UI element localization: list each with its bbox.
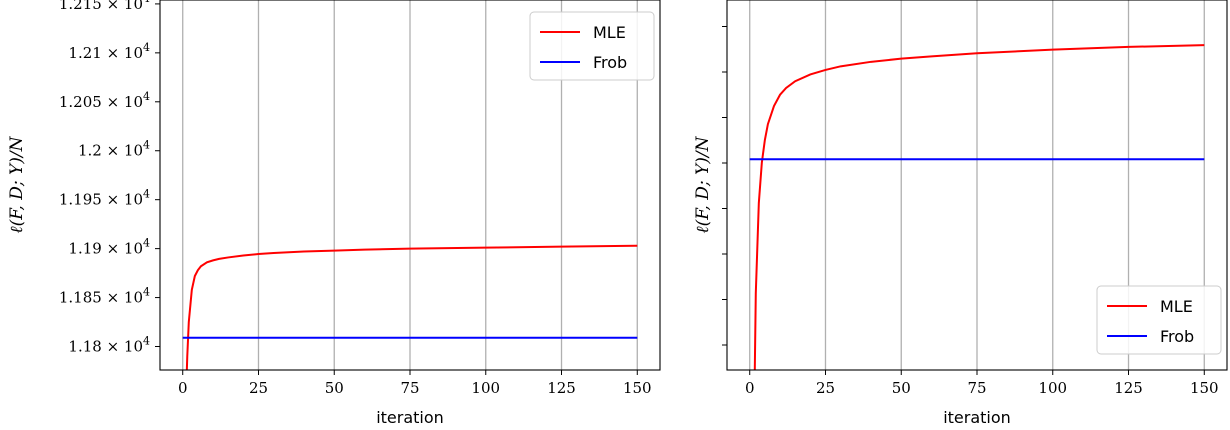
legend-label-mle: MLE [1160,297,1193,316]
series-group [749,44,1205,370]
y-axis-label: ℓ(F, D; Y)/N [7,135,27,233]
y-tick-label: 1.18 × 104 [68,335,150,356]
x-tick-label: 150 [1190,379,1219,397]
y-tick-label: 1.205 × 104 [59,90,150,111]
x-tick-label: 0 [178,379,188,397]
legend: MLE Frob [1096,285,1222,355]
x-axis-label: iteration [943,408,1011,427]
y-tick-label: 1.19 × 104 [68,237,150,258]
x-tick-label: 0 [745,379,755,397]
chart-panel-2: 0 25 50 75 100 125 150 iteration ℓ(F, D; Y)/N MLE… [693,0,1228,427]
series-line-mle [753,44,1205,370]
legend-box [529,11,655,81]
y-tick-label: 1.2 × 104 [78,139,150,160]
x-tick-label: 25 [249,379,268,397]
x-tick-label: 150 [623,379,652,397]
y-tick-label: 1.195 × 104 [59,188,150,209]
legend-label-frob: Frob [1160,327,1194,346]
series-line-mle [185,244,638,370]
legend: MLE Frob [529,11,655,81]
x-tick-label: 75 [400,379,419,397]
y-axis-label: ℓ(F, D; Y)/N [693,135,713,233]
x-tick-label: 100 [471,379,500,397]
y-tick-label: 1.185 × 104 [59,286,150,307]
x-tick-label: 100 [1038,379,1067,397]
x-axis-label: iteration [376,408,444,427]
series-group [182,244,638,370]
legend-label-frob: Frob [593,53,627,72]
chart-panel-1: 0 25 50 75 100 125 150 iteration 1.18 × 104 1.185… [7,0,661,427]
y-tick-label: 1.21 × 104 [68,41,150,62]
x-tick-label: 25 [816,379,835,397]
x-tick-label: 125 [1114,379,1143,397]
x-tick-label: 125 [547,379,576,397]
x-tick-label: 50 [325,379,344,397]
x-tick-label: 75 [967,379,986,397]
x-tick-label: 50 [892,379,911,397]
legend-label-mle: MLE [593,23,626,42]
y-tick-label: 1.215 × 104 [59,0,150,13]
legend-box [1096,285,1222,355]
